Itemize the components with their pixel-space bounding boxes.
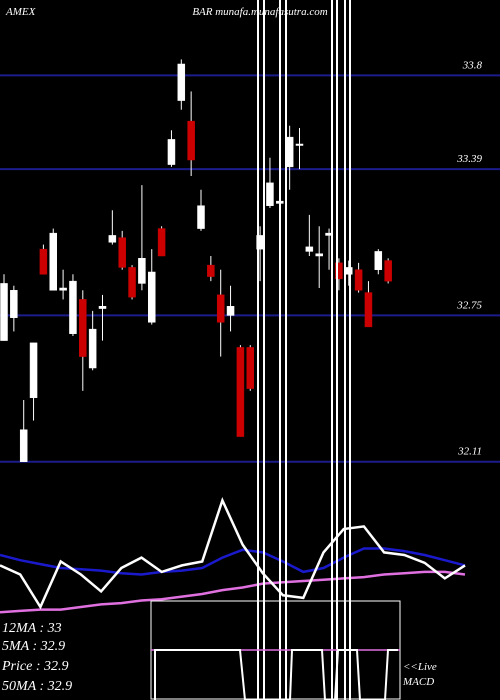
indicator-line <box>0 496 466 610</box>
y-tick-label: 32.75 <box>456 299 482 311</box>
ma-label: 50MA : 32.9 <box>2 679 72 694</box>
candle-body <box>335 262 343 280</box>
candle-body <box>295 143 304 146</box>
candle-body <box>187 120 195 161</box>
y-tick-label: 33.39 <box>456 153 482 165</box>
candle-body <box>88 328 97 369</box>
candle-body <box>108 235 117 243</box>
candle-body <box>364 292 373 328</box>
candle-body <box>246 347 254 389</box>
candle-body <box>98 306 107 309</box>
candle-body <box>69 280 77 334</box>
candle-body <box>345 267 353 275</box>
candle-body <box>29 342 38 398</box>
candle-body <box>19 429 28 462</box>
candle-body <box>39 248 48 275</box>
candle-body <box>305 246 314 252</box>
candle-body <box>266 182 274 206</box>
candle-body <box>148 271 156 323</box>
candle-body <box>197 205 205 229</box>
candle-body <box>354 269 363 291</box>
y-tick-label: 33.8 <box>462 59 483 71</box>
candle-body <box>10 290 18 318</box>
chart-title: BAR munafa.munafasutra.com <box>192 6 327 18</box>
candle-body <box>49 232 57 291</box>
candle-body <box>138 258 146 284</box>
candle-body <box>0 283 8 341</box>
candle-body <box>315 253 323 257</box>
candle-body <box>167 139 176 165</box>
candle-body <box>236 347 245 437</box>
macd-line <box>154 649 398 700</box>
candle-body <box>79 299 87 357</box>
candle-body <box>285 136 294 168</box>
candle-body <box>128 267 136 298</box>
exchange-label: AMEX <box>5 6 37 18</box>
indicator-line <box>0 570 466 614</box>
y-tick-label: 32.11 <box>457 446 482 458</box>
macd-label: MACD <box>402 676 434 688</box>
indicator-line <box>0 547 466 576</box>
ma-label: 12MA : 33 <box>2 621 62 636</box>
candle-body <box>384 260 392 282</box>
candle-body <box>216 294 225 323</box>
candle-body <box>374 251 383 270</box>
indicator-panel <box>0 496 466 614</box>
live-label: <<Live <box>403 661 437 673</box>
candle-body <box>59 287 67 291</box>
candle-body <box>207 264 215 277</box>
candle-body <box>157 228 166 257</box>
candle-body <box>177 63 186 101</box>
marker-lines <box>257 0 351 700</box>
ma-label: Price : 32.9 <box>1 659 68 674</box>
candles <box>0 59 392 462</box>
candle-body <box>226 306 235 316</box>
candle-body <box>118 237 126 268</box>
ma-label: 5MA : 32.9 <box>2 639 65 654</box>
